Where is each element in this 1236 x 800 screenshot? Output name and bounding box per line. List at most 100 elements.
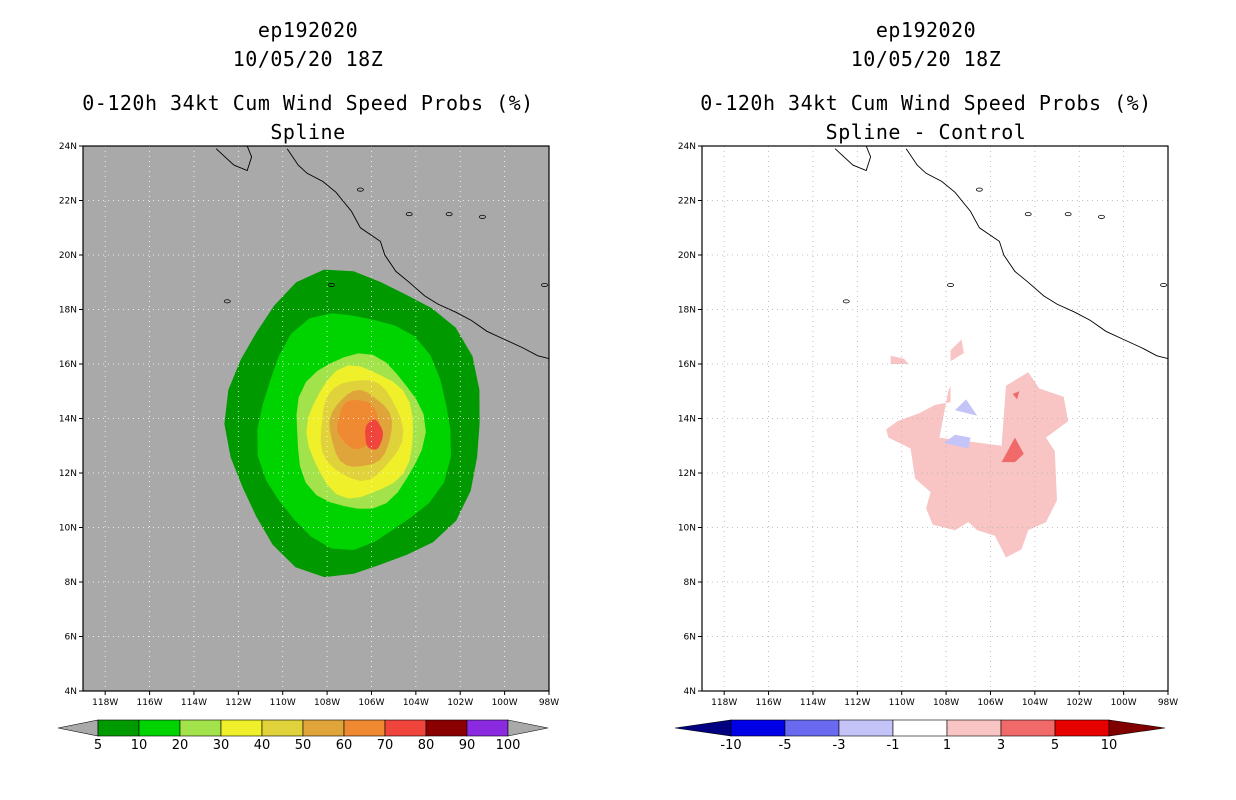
left-y-tick-label: 24N: [59, 142, 77, 152]
right-colorbar-arrow-high: [1108, 719, 1166, 737]
right-island: [842, 299, 850, 304]
right-colorbar-box: [1054, 719, 1110, 737]
right-y-tick-label: 14N: [678, 415, 696, 425]
left-y-tick-label: 18N: [59, 306, 77, 316]
right-difference-patch: [1001, 437, 1024, 463]
right-x-tick-label: 98W: [1158, 698, 1178, 708]
left-colorbar-box: [138, 719, 181, 737]
left-y-tick-label: 10N: [59, 524, 77, 534]
left-colorbar-box: [179, 719, 222, 737]
left-island: [479, 214, 486, 219]
right-colorbar-box: [838, 719, 894, 737]
right-x-tick-label: 118W: [711, 698, 737, 708]
right-coastline: [905, 148, 1168, 360]
left-y-tick-label: 12N: [59, 469, 77, 479]
left-chart-subtitle: Spline: [270, 120, 346, 144]
right-difference-patch: [955, 399, 978, 416]
right-island: [1098, 214, 1105, 219]
right-colorbar-label: -1: [887, 738, 900, 753]
left-colorbar-label: 60: [336, 738, 353, 753]
left-island: [356, 187, 364, 192]
right-x-tick-label: 116W: [756, 698, 782, 708]
right-island: [1024, 212, 1032, 217]
right-plot-panel: 118W 116W 114W 112W 110W 108W 106W 104W 102W 100W…: [678, 142, 1178, 708]
left-y-tick-label: 22N: [59, 197, 77, 207]
right-colorbar-label: 3: [997, 738, 1005, 753]
left-x-tick-label: 116W: [137, 698, 163, 708]
left-x-tick-label: 110W: [270, 698, 296, 708]
right-y-tick-label: 22N: [678, 197, 696, 207]
right-x-tick-label: 114W: [800, 698, 826, 708]
left-x-tick-label: 106W: [358, 698, 384, 708]
left-y-tick-label: 14N: [59, 415, 77, 425]
left-island: [328, 282, 335, 287]
right-colorbar-box: [892, 719, 948, 737]
right-difference-patch: [950, 339, 964, 362]
left-colorbar-label: 5: [94, 738, 102, 753]
left-coastline-baja: [215, 146, 253, 172]
right-colorbar-label: 1: [943, 738, 951, 753]
right-x-tick-label: 108W: [933, 698, 959, 708]
left-chart-title: 0-120h 34kt Cum Wind Speed Probs (%): [82, 91, 534, 115]
left-x-tick-label: 104W: [403, 698, 429, 708]
left-contour-70: [365, 419, 383, 450]
left-y-tick-label: 6N: [65, 633, 77, 643]
right-colorbar-label: -10: [720, 738, 741, 753]
left-x-tick-label: 114W: [181, 698, 207, 708]
right-x-tick-label: 106W: [977, 698, 1003, 708]
left-x-tick-label: 112W: [225, 698, 251, 708]
left-colorbar-box: [384, 719, 427, 737]
right-difference-patch: [1012, 391, 1020, 400]
right-colorbar-box: [784, 719, 840, 737]
left-y-tick-label: 16N: [59, 360, 77, 370]
left-colorbar-label: 30: [213, 738, 230, 753]
left-colorbar-label: 80: [418, 738, 435, 753]
right-storm-id: ep192020: [875, 18, 977, 42]
left-date: 10/05/20 18Z: [232, 47, 384, 71]
left-island: [405, 212, 413, 217]
left-colorbar-label: 70: [377, 738, 394, 753]
right-y-tick-label: 24N: [678, 142, 696, 152]
right-colorbar-label: -3: [833, 738, 846, 753]
left-island: [223, 299, 231, 304]
right-y-tick-label: 12N: [678, 469, 696, 479]
left-x-tick-label: 102W: [447, 698, 473, 708]
left-colorbar-box: [97, 719, 140, 737]
right-colorbar-box: [1000, 719, 1056, 737]
left-coastline: [286, 148, 549, 360]
right-island: [1160, 282, 1167, 287]
right-island: [947, 282, 954, 287]
right-colorbar-label: 5: [1051, 738, 1059, 753]
right-difference-patch: [943, 434, 971, 449]
left-plot-panel: 118W 116W 114W 112W 110W 108W 106W 104W 102W 100W…: [59, 142, 559, 708]
left-colorbar-box: [343, 719, 386, 737]
right-chart-title: 0-120h 34kt Cum Wind Speed Probs (%): [700, 91, 1152, 115]
left-colorbar-label: 20: [172, 738, 189, 753]
left-colorbar-arrow-low: [57, 719, 99, 737]
left-x-tick-label: 108W: [314, 698, 340, 708]
left-x-tick-label: 118W: [92, 698, 118, 708]
left-y-tick-label: 8N: [65, 578, 77, 588]
right-x-tick-label: 110W: [889, 698, 915, 708]
right-y-tick-label: 8N: [684, 578, 696, 588]
right-y-tick-label: 4N: [684, 687, 696, 697]
left-colorbar-box: [261, 719, 304, 737]
right-date: 10/05/20 18Z: [850, 47, 1002, 71]
left-colorbar-box: [466, 719, 509, 737]
left-y-tick-label: 4N: [65, 687, 77, 697]
right-difference-patch: [890, 355, 909, 364]
left-storm-id: ep192020: [257, 18, 359, 42]
left-x-tick-label: 100W: [492, 698, 518, 708]
left-colorbar-arrow-high: [507, 719, 549, 737]
left-colorbar-label: 50: [295, 738, 312, 753]
right-y-tick-label: 10N: [678, 524, 696, 534]
left-island: [445, 212, 453, 217]
right-coastline-baja: [834, 146, 872, 172]
left-colorbar-box: [425, 719, 468, 737]
left-colorbar-label: 90: [459, 738, 476, 753]
right-x-tick-label: 104W: [1022, 698, 1048, 708]
right-colorbar-label: -5: [779, 738, 792, 753]
right-y-tick-label: 16N: [678, 360, 696, 370]
left-colorbar-box: [220, 719, 263, 737]
right-colorbar-arrow-low: [674, 719, 732, 737]
